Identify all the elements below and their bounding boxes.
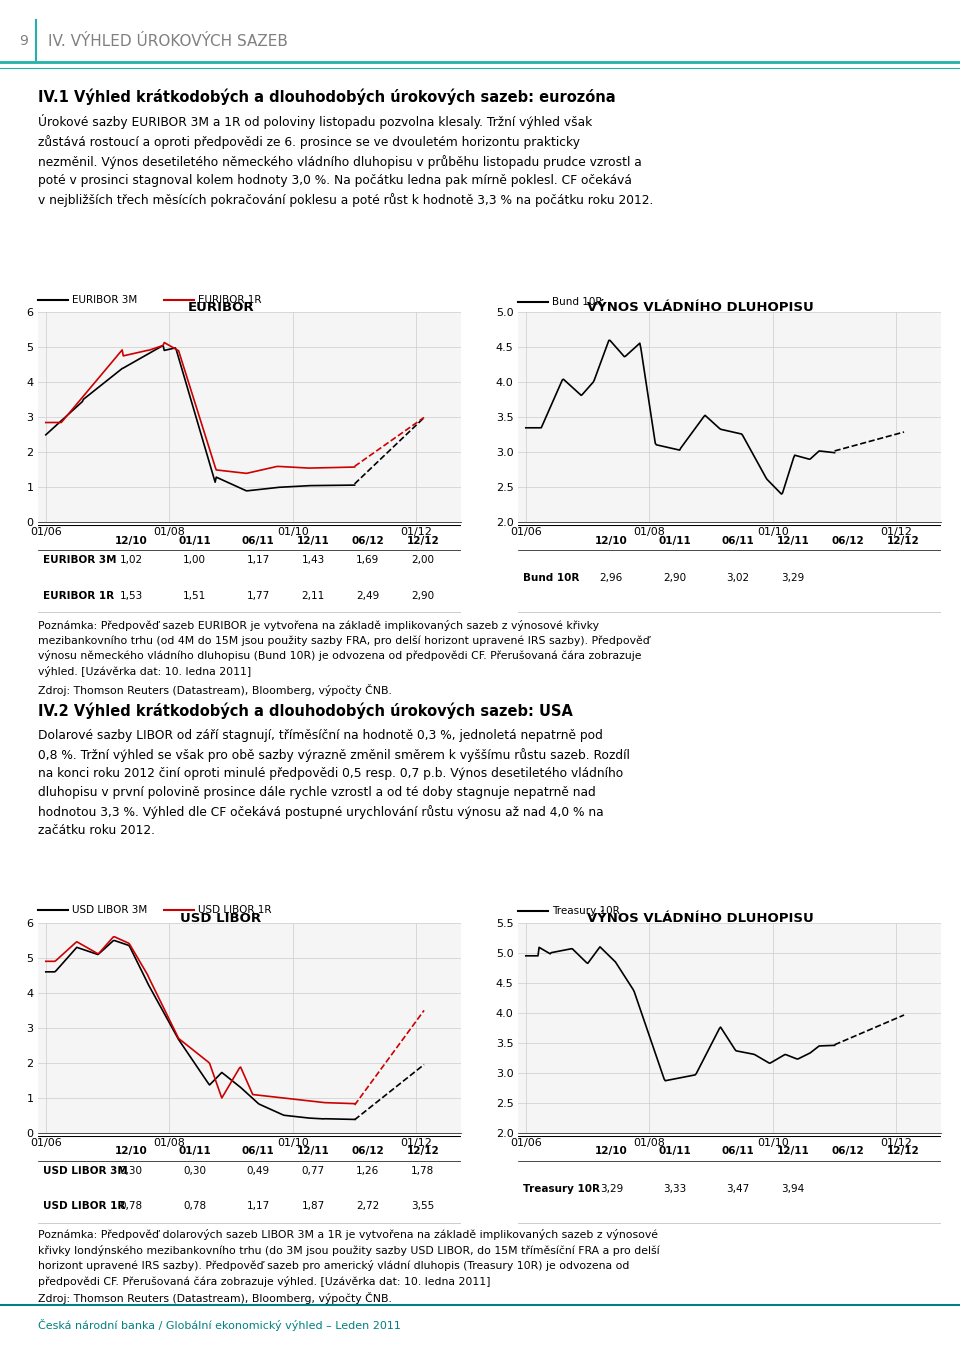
Text: 06/12: 06/12 xyxy=(351,1147,384,1156)
Text: Treasury 10R: Treasury 10R xyxy=(552,905,619,916)
Text: 9: 9 xyxy=(19,34,28,47)
Text: Úrokové sazby EURIBOR 3M a 1R od poloviny listopadu pozvolna klesaly. Tržní výhl: Úrokové sazby EURIBOR 3M a 1R od polovin… xyxy=(38,114,654,208)
Text: Poznámka: Předpověď dolarových sazeb LIBOR 3M a 1R je vytvořena na základě impli: Poznámka: Předpověď dolarových sazeb LIB… xyxy=(38,1229,660,1286)
Text: 2,11: 2,11 xyxy=(301,590,324,601)
Text: 06/11: 06/11 xyxy=(242,1147,275,1156)
Text: 0,78: 0,78 xyxy=(120,1201,143,1212)
Text: Poznámka: Předpověď sazeb EURIBOR je vytvořena na základě implikovaných sazeb z : Poznámka: Předpověď sazeb EURIBOR je vyt… xyxy=(38,620,650,677)
Text: USD LIBOR 3M: USD LIBOR 3M xyxy=(72,905,147,916)
Text: 1,53: 1,53 xyxy=(120,590,143,601)
Text: 3,33: 3,33 xyxy=(663,1183,686,1194)
Text: 2,90: 2,90 xyxy=(411,590,434,601)
Text: 1,77: 1,77 xyxy=(247,590,270,601)
Text: Bund 10R: Bund 10R xyxy=(522,573,579,584)
Text: USD LIBOR 1R: USD LIBOR 1R xyxy=(198,905,272,916)
Text: 1,78: 1,78 xyxy=(411,1166,435,1177)
Text: 01/11: 01/11 xyxy=(659,1147,691,1156)
Text: 06/12: 06/12 xyxy=(831,536,864,546)
Text: 0,30: 0,30 xyxy=(120,1166,143,1177)
Text: Česká národní banka / Globální ekonomický výhled – Leden 2011: Česká národní banka / Globální ekonomick… xyxy=(38,1319,401,1331)
Text: 1,43: 1,43 xyxy=(301,555,324,566)
Text: USD LIBOR 3M: USD LIBOR 3M xyxy=(42,1166,128,1177)
Text: 12/11: 12/11 xyxy=(777,536,809,546)
Text: 06/11: 06/11 xyxy=(242,536,275,546)
Text: 0,77: 0,77 xyxy=(301,1166,324,1177)
Text: 06/11: 06/11 xyxy=(722,536,755,546)
Text: 12/11: 12/11 xyxy=(297,536,329,546)
Text: IV.1 Výhled krátkodobých a dlouhodobých úrokových sazeb: eurozóna: IV.1 Výhled krátkodobých a dlouhodobých … xyxy=(38,88,616,104)
Text: Bund 10R: Bund 10R xyxy=(552,297,602,307)
Text: 06/12: 06/12 xyxy=(351,536,384,546)
Text: 1,17: 1,17 xyxy=(247,1201,270,1212)
Text: 3,29: 3,29 xyxy=(781,573,804,584)
Text: 12/10: 12/10 xyxy=(595,1147,628,1156)
Text: IV.2 Výhled krátkodobých a dlouhodobých úrokových sazeb: USA: IV.2 Výhled krátkodobých a dlouhodobých … xyxy=(38,703,573,719)
Text: 0,30: 0,30 xyxy=(183,1166,206,1177)
Text: EURIBOR 3M: EURIBOR 3M xyxy=(72,294,137,305)
Text: 3,29: 3,29 xyxy=(600,1183,623,1194)
Text: 2,49: 2,49 xyxy=(356,590,379,601)
Text: IV. VÝHLED ÚROKOVÝCH SAZEB: IV. VÝHLED ÚROKOVÝCH SAZEB xyxy=(48,34,288,49)
Text: 12/10: 12/10 xyxy=(115,1147,148,1156)
Text: 12/12: 12/12 xyxy=(886,536,919,546)
Text: 12/12: 12/12 xyxy=(406,536,439,546)
Text: Zdroj: Thomson Reuters (Datastream), Bloomberg, výpočty ČNB.: Zdroj: Thomson Reuters (Datastream), Blo… xyxy=(38,1292,393,1304)
Text: 0,49: 0,49 xyxy=(247,1166,270,1177)
Text: 3,55: 3,55 xyxy=(411,1201,435,1212)
Text: 06/11: 06/11 xyxy=(722,1147,755,1156)
Text: Dolarové sazby LIBOR od září stagnují, tříměsíční na hodnotě 0,3 %, jednoletá ne: Dolarové sazby LIBOR od září stagnují, t… xyxy=(38,729,631,837)
Text: 2,96: 2,96 xyxy=(600,573,623,584)
Text: 06/12: 06/12 xyxy=(831,1147,864,1156)
Text: 12/12: 12/12 xyxy=(406,1147,439,1156)
Text: EURIBOR: EURIBOR xyxy=(187,301,254,315)
Text: Zdroj: Thomson Reuters (Datastream), Bloomberg, výpočty ČNB.: Zdroj: Thomson Reuters (Datastream), Blo… xyxy=(38,684,393,696)
Text: 1,00: 1,00 xyxy=(183,555,206,566)
Text: USD LIBOR: USD LIBOR xyxy=(180,912,261,925)
Text: 2,72: 2,72 xyxy=(356,1201,379,1212)
Text: 01/11: 01/11 xyxy=(179,1147,211,1156)
Text: 2,00: 2,00 xyxy=(411,555,434,566)
Text: 3,94: 3,94 xyxy=(781,1183,804,1194)
Text: 3,47: 3,47 xyxy=(727,1183,750,1194)
Text: EURIBOR 3M: EURIBOR 3M xyxy=(42,555,116,566)
Text: 3,02: 3,02 xyxy=(727,573,750,584)
Text: 01/11: 01/11 xyxy=(179,536,211,546)
Text: 12/11: 12/11 xyxy=(297,1147,329,1156)
Text: 12/11: 12/11 xyxy=(777,1147,809,1156)
Text: EURIBOR 1R: EURIBOR 1R xyxy=(42,590,113,601)
Text: 1,69: 1,69 xyxy=(356,555,379,566)
Text: 12/10: 12/10 xyxy=(115,536,148,546)
Text: 1,51: 1,51 xyxy=(183,590,206,601)
Text: 1,87: 1,87 xyxy=(301,1201,324,1212)
Text: 0,78: 0,78 xyxy=(183,1201,206,1212)
Text: Treasury 10R: Treasury 10R xyxy=(522,1183,600,1194)
Text: 12/12: 12/12 xyxy=(886,1147,919,1156)
Text: VÝNOS VLÁDNÍHO DLUHOPISU: VÝNOS VLÁDNÍHO DLUHOPISU xyxy=(588,912,814,925)
Text: VÝNOS VLÁDNÍHO DLUHOPISU: VÝNOS VLÁDNÍHO DLUHOPISU xyxy=(588,301,814,315)
Text: 1,02: 1,02 xyxy=(120,555,143,566)
Text: 2,90: 2,90 xyxy=(663,573,686,584)
Text: 12/10: 12/10 xyxy=(595,536,628,546)
Text: 1,26: 1,26 xyxy=(356,1166,379,1177)
Text: USD LIBOR 1R: USD LIBOR 1R xyxy=(42,1201,125,1212)
Text: 1,17: 1,17 xyxy=(247,555,270,566)
Text: 01/11: 01/11 xyxy=(659,536,691,546)
Text: EURIBOR 1R: EURIBOR 1R xyxy=(198,294,261,305)
